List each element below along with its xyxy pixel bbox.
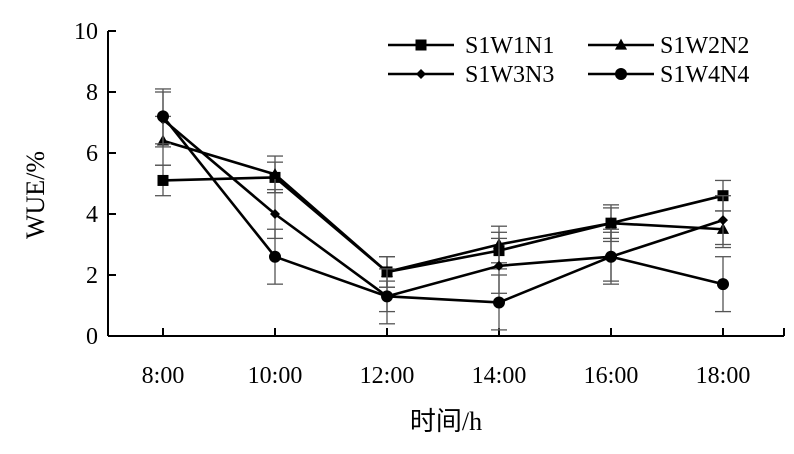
data-point: [270, 209, 280, 219]
data-point: [269, 250, 281, 263]
legend-item: S1W4N4: [588, 62, 749, 88]
y-tick-label: 4: [86, 202, 98, 228]
series-line: [162, 118, 724, 298]
legend-item: S1W1N1: [388, 33, 554, 59]
y-tick-label: 0: [86, 324, 98, 350]
series-S1W3N3: [155, 91, 731, 313]
data-point: [157, 174, 169, 186]
y-tick-label: 8: [86, 80, 98, 106]
series-S1W4N4: [155, 88, 731, 331]
y-axis-label: WUE/%: [21, 151, 50, 239]
data-point: [381, 290, 393, 303]
legend-label: S1W3N3: [465, 62, 554, 88]
series-line: [162, 176, 724, 274]
legend-marker: [415, 39, 427, 51]
y-tick-label: 2: [86, 263, 98, 289]
series-line: [161, 115, 724, 304]
x-tick-label: 12:00: [360, 363, 415, 389]
legend-label: S1W1N1: [465, 33, 554, 59]
data-point: [157, 110, 169, 123]
y-tick-label: 6: [86, 141, 98, 167]
axes: [107, 31, 784, 337]
data-point: [268, 168, 282, 180]
legend-marker: [416, 69, 426, 79]
series-line: [162, 139, 724, 274]
plot-area: [155, 88, 731, 331]
data-point: [718, 215, 728, 226]
legend: S1W1N1 S1W2N2 S1W3N3 S1W4N4: [388, 33, 749, 88]
legend-marker: [615, 68, 627, 80]
legend-label: S1W4N4: [660, 62, 749, 88]
x-tick-label: 16:00: [584, 363, 639, 389]
x-tick-label: 8:00: [142, 363, 185, 389]
x-tick-label: 14:00: [472, 363, 527, 389]
x-axis-ticks: 8:00 10:00 12:00 14:00 16:00 18:00: [142, 328, 785, 389]
legend-marker: [614, 38, 628, 50]
x-tick-label: 10:00: [248, 363, 303, 389]
legend-label: S1W2N2: [660, 33, 749, 59]
data-point: [717, 278, 729, 291]
y-axis-ticks: 0 2 4 6 8 10: [74, 19, 116, 350]
data-point: [604, 216, 618, 228]
x-tick-label: 18:00: [696, 363, 751, 389]
data-point: [494, 260, 504, 271]
x-axis-label: 时间/h: [410, 407, 482, 436]
data-point: [605, 250, 617, 263]
y-tick-label: 10: [74, 19, 98, 45]
data-point: [493, 296, 505, 309]
legend-item: S1W2N2: [588, 33, 749, 59]
legend-item: S1W3N3: [388, 62, 554, 88]
